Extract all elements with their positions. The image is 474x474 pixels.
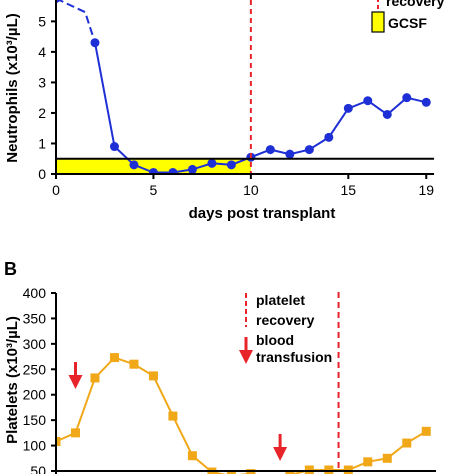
platelet-recovery-legend-line2: recovery bbox=[256, 312, 315, 328]
platelet-data-point bbox=[129, 359, 139, 369]
neutrophil-y-tick-label: 0 bbox=[38, 166, 46, 182]
platelet-y-axis-title: Platelets (x10³/µL) bbox=[4, 316, 21, 444]
neutrophil-y-tick-label: 2 bbox=[38, 105, 46, 121]
neutrophil-data-point bbox=[148, 167, 158, 174]
platelet-y-tick-label: 100 bbox=[23, 438, 47, 454]
platelet-y-tick-label: 300 bbox=[23, 336, 47, 352]
neutrophil-data-point bbox=[226, 160, 236, 170]
neutrophil-data-point bbox=[382, 109, 392, 119]
neutrophil-x-axis-title: days post transplant bbox=[189, 205, 336, 222]
neutrophil-x-tick-label: 0 bbox=[52, 182, 60, 198]
neutrophil-plot-area bbox=[56, 0, 431, 174]
neutrophil-x-tick-label: 19 bbox=[418, 182, 434, 198]
neutrophil-data-point bbox=[324, 132, 334, 142]
platelet-data-point bbox=[148, 371, 158, 381]
neutrophil-data-point bbox=[168, 167, 178, 174]
neutrophil-y-tick-label: 5 bbox=[38, 13, 46, 29]
platelet-data-point bbox=[363, 457, 373, 467]
neutrophil-data-point bbox=[363, 96, 373, 106]
neutrophil-y-ticks: 0 1 2 3 4 5 bbox=[38, 13, 56, 182]
neutrophil-data-point bbox=[304, 145, 314, 155]
gcsf-legend-label: GCSF bbox=[388, 15, 427, 31]
platelet-data-point bbox=[168, 411, 178, 421]
neutrophil-y-tick-label: 4 bbox=[38, 44, 46, 60]
neutrophil-data-point bbox=[56, 0, 61, 3]
neutrophil-data-point bbox=[285, 149, 295, 159]
neutrophil-y-tick-label: 1 bbox=[38, 135, 46, 151]
platelet-y-tick-label: 50 bbox=[30, 463, 46, 474]
neutrophil-data-point bbox=[187, 164, 197, 174]
gcsf-legend-marker bbox=[371, 11, 385, 33]
transfusion-arrows bbox=[68, 362, 288, 461]
neutrophil-legend: recovery GCSF bbox=[371, 0, 445, 33]
neutrophil-x-tick-label: 10 bbox=[243, 182, 259, 198]
platelet-data-point bbox=[56, 437, 61, 447]
platelet-data-point bbox=[285, 470, 295, 474]
platelet-y-ticks: 50 100 150 200 250 300 350 400 bbox=[23, 285, 56, 474]
platelet-data-point bbox=[226, 471, 236, 474]
neutrophil-data-point bbox=[109, 142, 119, 152]
platelet-y-tick-label: 350 bbox=[23, 310, 47, 326]
platelet-y-tick-label: 400 bbox=[23, 285, 47, 301]
neutrophil-data-point bbox=[207, 158, 217, 168]
transfusion-arrow bbox=[273, 434, 288, 461]
neutrophil-x-tick-label: 5 bbox=[150, 182, 158, 198]
platelet-data-point bbox=[304, 465, 314, 474]
platelet-panel: B 50 100 150 200 250 300 350 400 Platelets (x10… bbox=[4, 259, 436, 474]
neutrophil-x-ticks: 0 5 10 15 19 bbox=[52, 174, 434, 198]
transfusion-legend-line1: blood bbox=[256, 332, 294, 348]
platelet-recovery-legend-line1: platelet bbox=[256, 292, 305, 308]
platelet-y-tick-label: 150 bbox=[23, 412, 47, 428]
platelet-data-point bbox=[70, 428, 80, 438]
neutrophil-panel: 0 1 2 3 4 5 0 5 10 15 19 Neutrophils (x10³/µL) da… bbox=[4, 0, 445, 222]
recovery-legend-label: recovery bbox=[386, 0, 445, 9]
transfusion-legend-marker bbox=[239, 337, 253, 364]
neutrophil-x-tick-label: 15 bbox=[341, 182, 357, 198]
transfusion-arrow bbox=[68, 362, 83, 389]
platelet-data-point bbox=[343, 465, 353, 474]
neutrophil-y-tick-label: 3 bbox=[38, 74, 46, 90]
platelet-data-point bbox=[402, 438, 412, 448]
neutrophil-data-point bbox=[402, 93, 412, 103]
transfusion-legend-line2: transfusion bbox=[256, 349, 332, 365]
platelet-plot-area bbox=[56, 353, 431, 474]
neutrophil-series-line-dashed bbox=[56, 0, 96, 44]
platelet-data-point bbox=[421, 426, 431, 436]
platelet-data-point bbox=[382, 453, 392, 463]
neutrophil-data-point bbox=[421, 97, 431, 107]
platelet-data-point bbox=[187, 451, 197, 461]
neutrophil-data-point bbox=[129, 160, 139, 170]
neutrophil-series-line bbox=[94, 42, 427, 174]
neutrophil-data-point bbox=[90, 38, 100, 48]
platelet-y-tick-label: 200 bbox=[23, 387, 47, 403]
panel-b-label: B bbox=[4, 259, 17, 279]
gcsf-band bbox=[56, 158, 251, 174]
platelet-y-tick-label: 250 bbox=[23, 361, 47, 377]
neutrophil-data-point bbox=[265, 145, 275, 155]
neutrophil-y-axis-title: Neutrophils (x10³/µL) bbox=[4, 13, 21, 163]
platelet-series-line bbox=[56, 356, 427, 474]
platelet-legend: platelet recovery blood transfusion bbox=[239, 292, 332, 365]
neutrophil-data-point bbox=[343, 103, 353, 113]
platelet-data-point bbox=[90, 373, 100, 383]
platelet-data-point bbox=[324, 465, 334, 474]
platelet-data-point bbox=[109, 353, 119, 363]
